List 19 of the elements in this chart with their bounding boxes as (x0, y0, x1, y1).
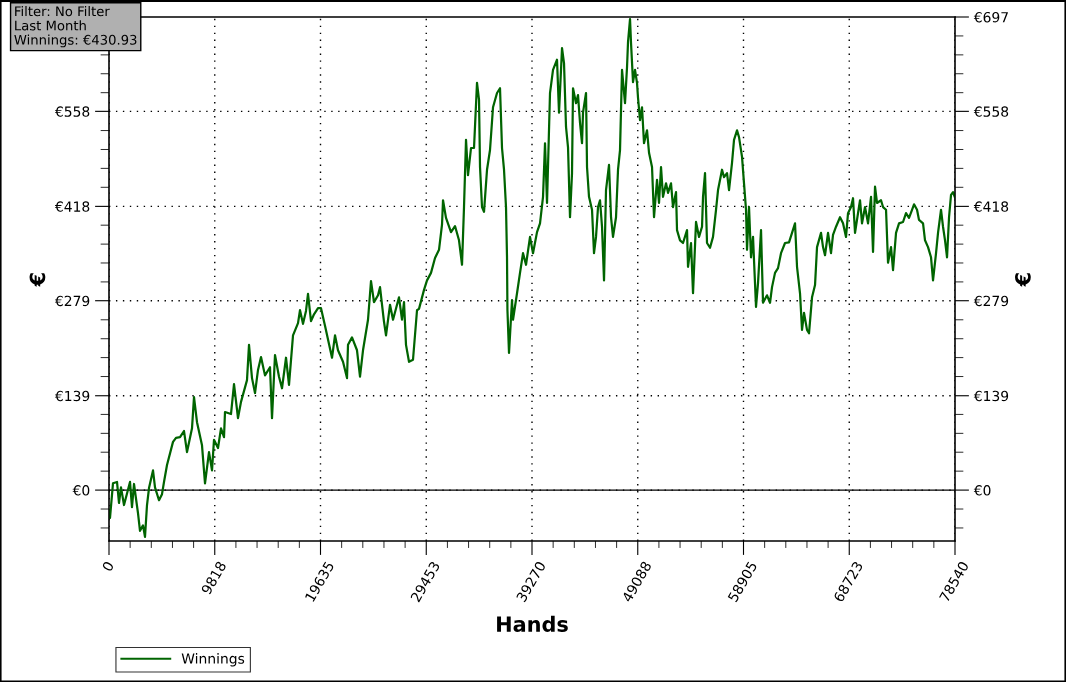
y-tick-label: €418 (54, 201, 90, 212)
y2-axis-title: € (1015, 273, 1031, 287)
y2-tick-label: €0 (973, 485, 991, 496)
y-tick-label: €279 (54, 295, 90, 307)
text: Filter: No Filter (15, 6, 110, 17)
x-tick-label: 0 (101, 560, 115, 572)
y2-tick-label: €558 (973, 106, 1009, 117)
annotation: Winnings: €430.93 (14, 34, 137, 48)
y-tick-label: €139 (54, 390, 90, 402)
legend-label: Winnings (181, 653, 245, 667)
y-axis-title: € (29, 273, 46, 287)
x-axis-title: Hands (497, 615, 568, 632)
text: Last Month (15, 20, 86, 31)
y2-tick-label: €697 (973, 11, 1008, 23)
y-tick-label: €0 (72, 485, 90, 496)
y2-tick-label: €139 (973, 390, 1009, 402)
y-tick-label: €558 (54, 106, 90, 117)
y2-tick-label: €279 (973, 295, 1009, 307)
y2-tick-label: €418 (973, 201, 1009, 212)
